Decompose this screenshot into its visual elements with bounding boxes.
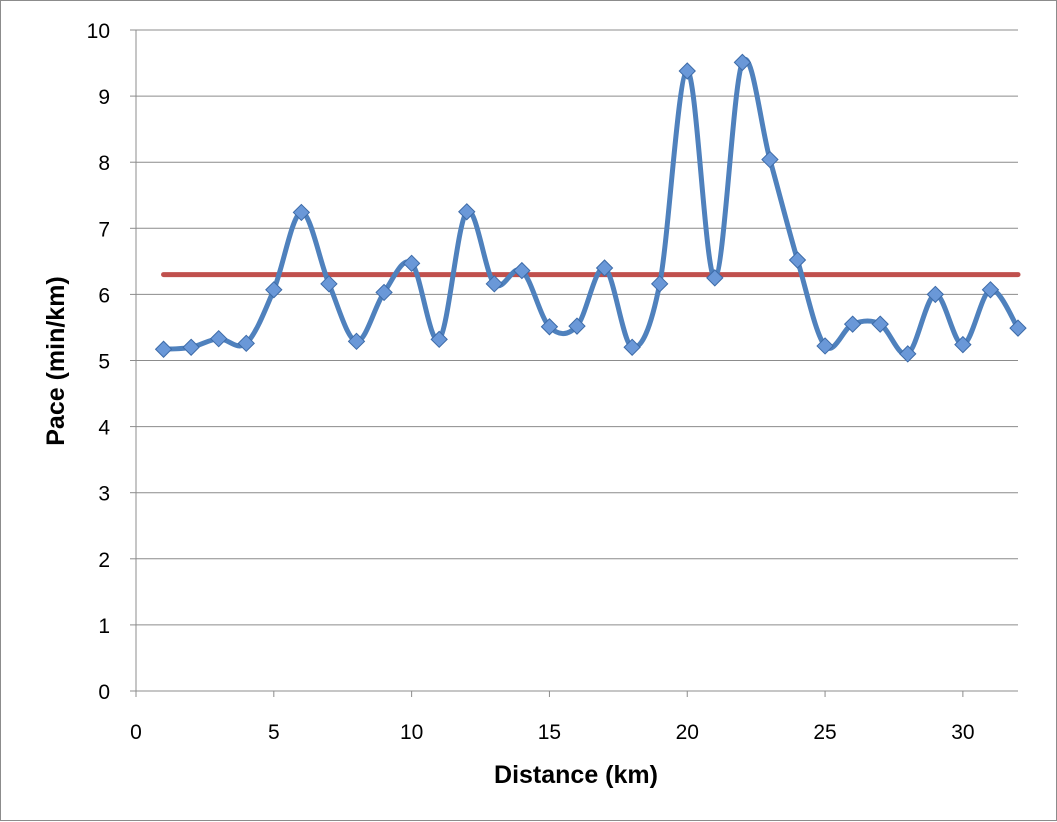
y-axis-title: Pace (min/km) (42, 276, 70, 446)
data-point-27 (871, 315, 889, 333)
x-axis-title: Distance (km) (494, 761, 658, 789)
data-point-19 (650, 275, 669, 293)
x-tick-label: 20 (676, 721, 699, 744)
data-point-4 (237, 334, 255, 353)
x-tick-label: 15 (538, 721, 561, 744)
data-point-26 (843, 315, 862, 333)
data-point-20 (678, 62, 696, 80)
data-point-22 (733, 53, 752, 72)
data-point-25 (816, 337, 834, 355)
y-tick-label: 7 (98, 218, 110, 241)
data-point-2 (182, 338, 200, 356)
y-tick-label: 6 (98, 284, 110, 307)
data-point-17 (595, 259, 614, 277)
marker-layer (154, 53, 1027, 363)
x-tick-label: 0 (130, 721, 142, 744)
y-tick-label: 2 (98, 549, 110, 572)
data-point-31 (981, 281, 1000, 299)
data-point-7 (320, 275, 338, 293)
y-tick-label: 8 (98, 152, 110, 175)
data-point-18 (623, 338, 641, 356)
data-point-29 (926, 285, 945, 304)
series-layer (161, 57, 1021, 357)
data-point-30 (954, 335, 972, 354)
y-tick-label: 10 (87, 20, 110, 43)
y-tick-label: 3 (98, 483, 110, 506)
data-point-21 (706, 269, 724, 287)
series-line-0 (161, 57, 1021, 357)
tick-labels: 0 1 2 3 4 5 6 7 8 9 10 0 5 10 15 20 25 30 (87, 20, 975, 744)
data-point-8 (347, 332, 366, 351)
x-tick-label: 5 (268, 721, 280, 744)
x-tick-label: 10 (400, 721, 423, 744)
x-tick-label: 30 (951, 721, 974, 744)
data-point-1 (154, 340, 173, 358)
data-point-23 (761, 150, 779, 169)
data-point-28 (899, 345, 917, 363)
y-tick-label: 9 (98, 86, 110, 109)
data-point-24 (788, 251, 807, 269)
y-tick-label: 0 (98, 681, 110, 704)
axes (130, 29, 1018, 697)
gridlines (136, 29, 1018, 626)
data-point-10 (402, 254, 421, 273)
data-point-3 (209, 329, 228, 348)
data-point-14 (513, 261, 531, 280)
data-point-9 (375, 283, 393, 302)
y-tick-label: 4 (98, 417, 110, 440)
data-point-12 (458, 203, 476, 221)
x-tick-label: 25 (813, 721, 836, 744)
data-point-32 (1009, 319, 1027, 337)
data-point-15 (540, 318, 559, 336)
data-point-6 (292, 203, 311, 222)
data-point-16 (568, 317, 586, 335)
data-point-5 (265, 281, 283, 299)
data-point-11 (430, 330, 448, 349)
y-tick-label: 1 (98, 615, 110, 638)
data-point-13 (485, 275, 504, 293)
y-tick-label: 5 (98, 351, 110, 374)
